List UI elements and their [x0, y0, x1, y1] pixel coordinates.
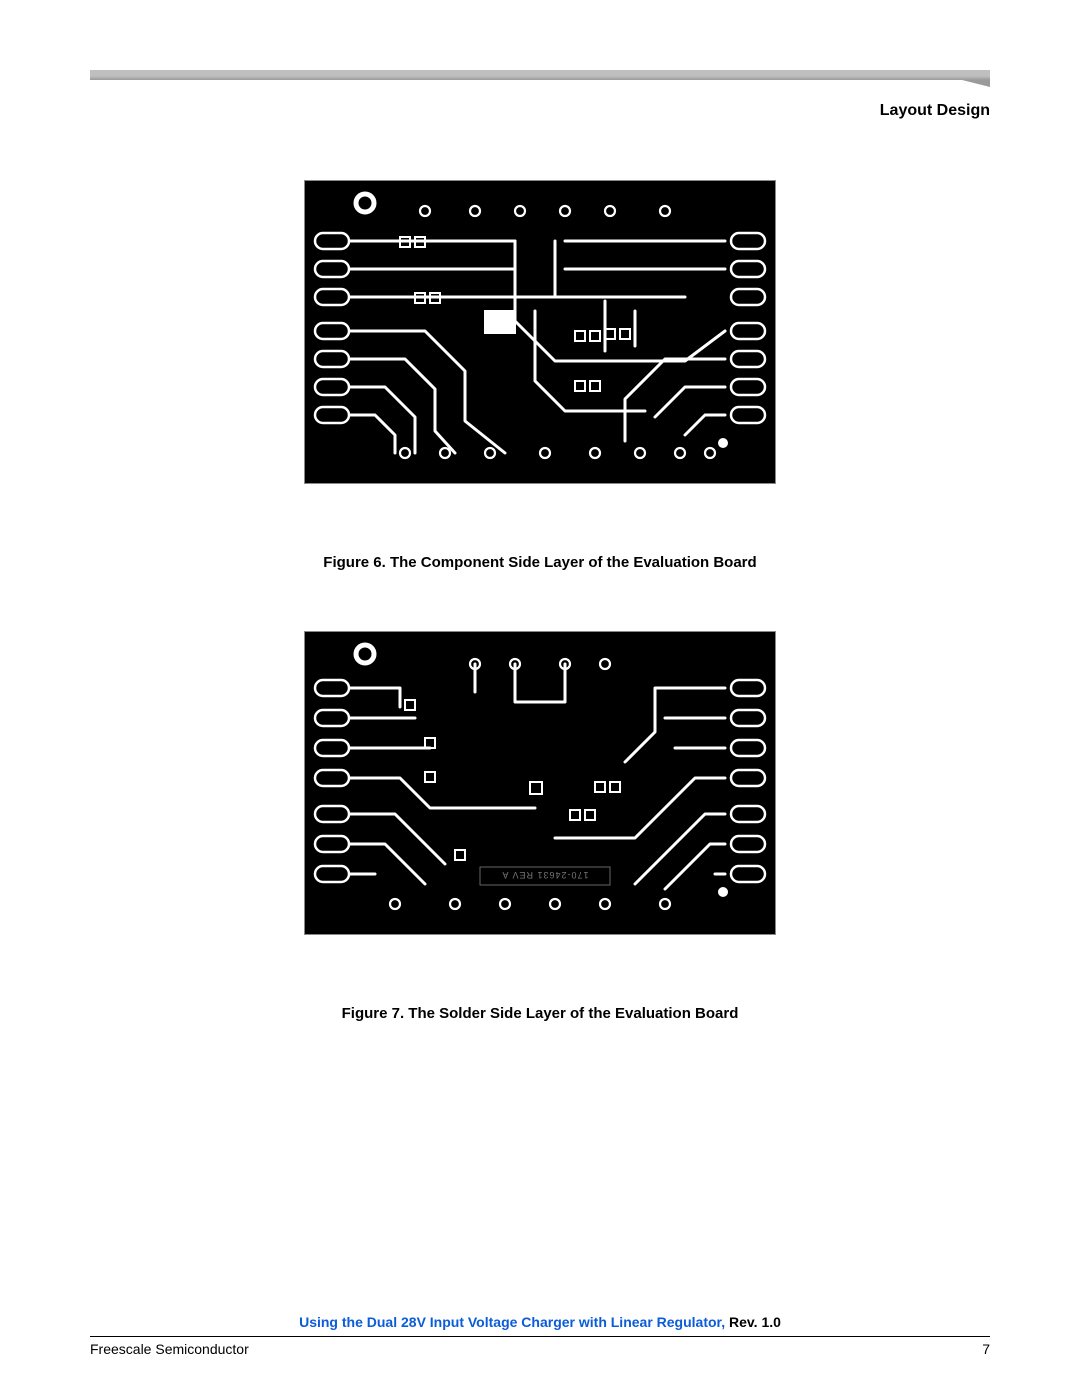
section-title: Layout Design — [90, 102, 990, 120]
figure-7-pcb: 170-24631 REV A — [305, 632, 775, 934]
doc-link[interactable]: Using the Dual 28V Input Voltage Charger… — [299, 1314, 725, 1330]
figure-7: 170-24631 REV A Figure 7. The Solder Sid… — [90, 631, 990, 1022]
figure-7-caption: Figure 7. The Solder Side Layer of the E… — [342, 1005, 739, 1022]
figure-6-frame — [304, 180, 776, 484]
page: Layout Design Figure 6. The Component Si… — [0, 0, 1080, 1397]
footer-page-number: 7 — [982, 1341, 990, 1357]
figure-6-caption: Figure 6. The Component Side Layer of th… — [323, 554, 756, 571]
footer-rule — [90, 1336, 990, 1337]
footer-line: Freescale Semiconductor 7 — [90, 1341, 990, 1357]
figure-6-pcb — [305, 181, 775, 483]
figure-6: Figure 6. The Component Side Layer of th… — [90, 180, 990, 571]
figure-7-frame: 170-24631 REV A — [304, 631, 776, 935]
footer: Using the Dual 28V Input Voltage Charger… — [90, 1314, 990, 1357]
svg-text:170-24631 REV A: 170-24631 REV A — [501, 870, 588, 880]
footer-left: Freescale Semiconductor — [90, 1341, 249, 1357]
doc-rev: Rev. 1.0 — [725, 1314, 781, 1330]
header-rule — [90, 70, 990, 80]
doc-reference: Using the Dual 28V Input Voltage Charger… — [90, 1314, 990, 1330]
